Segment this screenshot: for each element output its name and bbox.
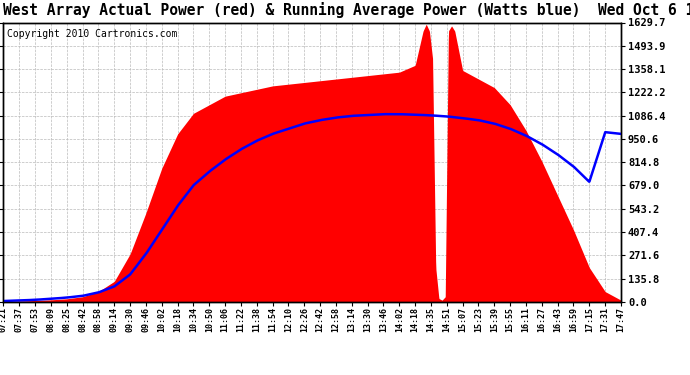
Text: Copyright 2010 Cartronics.com: Copyright 2010 Cartronics.com [6,30,177,39]
Text: West Array Actual Power (red) & Running Average Power (Watts blue)  Wed Oct 6 18: West Array Actual Power (red) & Running … [3,2,690,18]
